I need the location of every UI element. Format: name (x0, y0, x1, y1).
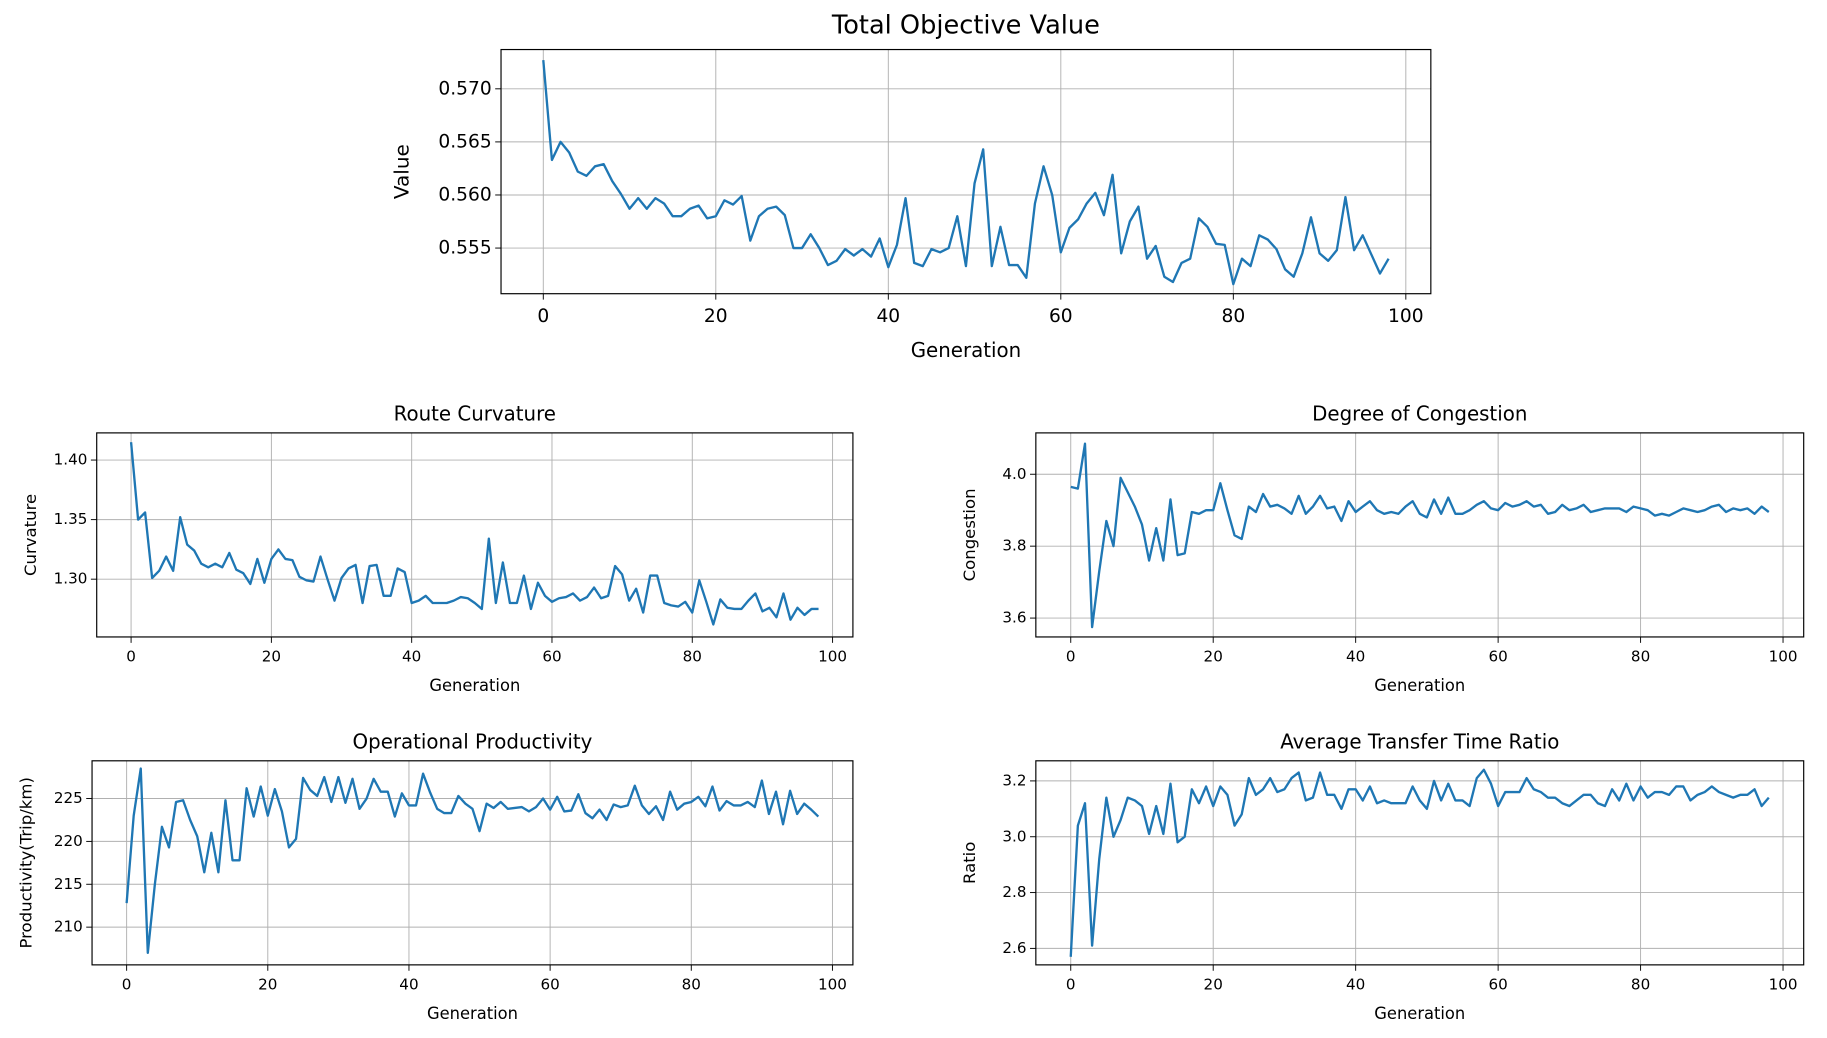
y-tick-label: 1.35 (54, 510, 88, 528)
y-axis-label: Ratio (960, 842, 979, 884)
y-tick-label: 4.0 (1002, 465, 1026, 483)
axes-frame (91, 760, 854, 966)
x-tick-label: 100 (1769, 975, 1798, 993)
x-tick-label: 100 (818, 975, 847, 993)
x-tick-label: 0 (1066, 975, 1076, 993)
x-tick-label: 80 (1221, 306, 1245, 327)
y-tick-label: 2.8 (1002, 883, 1026, 901)
y-tick-label: 225 (54, 789, 83, 807)
x-tick-label: 100 (818, 648, 847, 666)
x-tick-label: 0 (1066, 648, 1076, 666)
chart-title: Degree of Congestion (1312, 402, 1527, 425)
y-tick-label: 3.0 (1002, 827, 1026, 845)
y-tick-label: 2.6 (1002, 939, 1026, 957)
y-tick-label: 3.6 (1002, 609, 1026, 627)
x-tick-label: 60 (1488, 975, 1507, 993)
axes-frame (1035, 760, 1805, 966)
y-axis-label: Value (391, 144, 414, 199)
x-tick-label: 20 (258, 975, 277, 993)
y-tick-label: 0.570 (438, 78, 491, 99)
x-axis-label: Generation (429, 676, 520, 695)
y-tick-label: 0.560 (438, 184, 491, 205)
y-tick-label: 215 (54, 875, 83, 893)
x-tick-label: 60 (1049, 306, 1073, 327)
y-axis-label: Congestion (960, 488, 979, 581)
axes-frame (96, 432, 854, 638)
x-axis-label: Generation (1374, 676, 1465, 695)
y-tick-label: 1.40 (54, 450, 88, 468)
data-line (1069, 768, 1770, 957)
y-axis-label: Curvature (21, 494, 40, 576)
x-tick-label: 20 (262, 648, 281, 666)
x-tick-label: 60 (1488, 648, 1507, 666)
x-tick-label: 60 (540, 975, 559, 993)
chart-title: Total Objective Value (831, 11, 1100, 41)
x-tick-label: 40 (1346, 975, 1365, 993)
chart-title: Operational Productivity (353, 730, 593, 753)
x-tick-label: 60 (542, 648, 561, 666)
y-tick-label: 1.30 (54, 570, 88, 588)
x-tick-label: 80 (1631, 648, 1650, 666)
x-tick-label: 20 (1204, 648, 1223, 666)
x-tick-label: 20 (1204, 975, 1223, 993)
y-tick-label: 0.555 (438, 237, 491, 258)
x-tick-label: 40 (1346, 648, 1365, 666)
y-tick-label: 210 (54, 918, 83, 936)
axes-frame (1035, 432, 1805, 638)
data-line (129, 442, 819, 626)
x-tick-label: 80 (683, 648, 702, 666)
x-tick-label: 0 (122, 975, 132, 993)
y-tick-label: 220 (54, 832, 83, 850)
data-line (1070, 442, 1770, 629)
x-tick-label: 20 (704, 306, 728, 327)
x-tick-label: 40 (402, 648, 421, 666)
x-tick-label: 40 (399, 975, 418, 993)
x-axis-label: Generation (1374, 1004, 1465, 1023)
x-axis-label: Generation (427, 1004, 518, 1023)
x-axis-label: Generation (911, 339, 1021, 362)
y-axis-label: Productivity(Trip/km) (16, 777, 35, 948)
data-line (125, 767, 820, 955)
x-tick-label: 40 (876, 306, 900, 327)
x-tick-label: 80 (1631, 975, 1650, 993)
y-tick-label: 3.2 (1002, 771, 1026, 789)
x-tick-label: 80 (682, 975, 701, 993)
axes-frame (500, 48, 1432, 295)
x-tick-label: 0 (537, 306, 549, 327)
x-tick-label: 100 (1388, 306, 1424, 327)
y-tick-label: 0.565 (438, 131, 491, 152)
x-tick-label: 0 (126, 648, 136, 666)
x-tick-label: 100 (1769, 648, 1798, 666)
chart-title: Average Transfer Time Ratio (1280, 730, 1559, 753)
y-tick-label: 3.8 (1002, 537, 1026, 555)
data-line (542, 60, 1390, 286)
chart-title: Route Curvature (394, 402, 556, 425)
